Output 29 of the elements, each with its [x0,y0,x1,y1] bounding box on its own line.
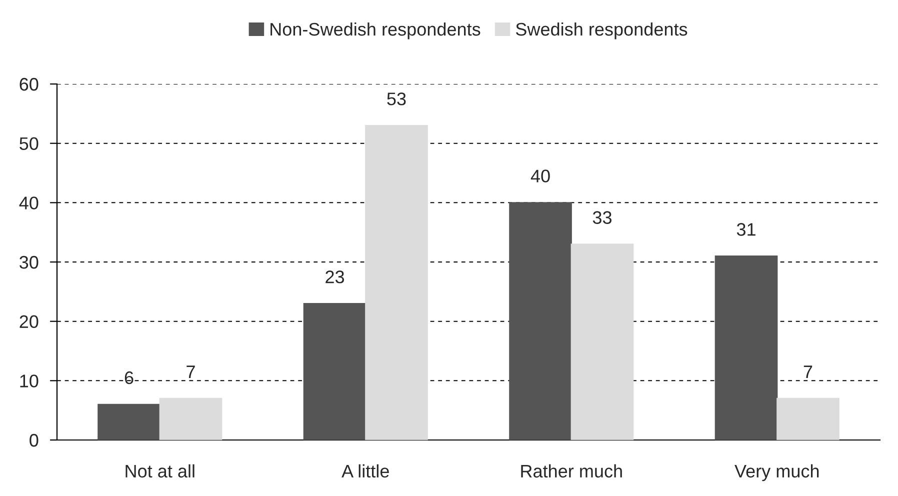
data-label: 23 [326,270,344,284]
y-tick-label: 40 [19,196,38,210]
x-tick-label: Rather much [521,464,622,478]
y-tick-label: 10 [20,374,38,388]
bar [303,302,366,440]
y-tick-label: 30 [20,256,38,269]
data-label: 7 [804,366,812,378]
data-label: 31 [736,223,756,236]
bar [159,398,222,440]
data-label: 53 [387,92,406,106]
bar [714,256,778,440]
bar [98,404,160,440]
legend-label: Non-Swedish respondents [270,22,480,40]
bar [776,398,840,440]
x-tick-label: Very much [734,464,819,482]
y-tick-label: 60 [20,78,38,91]
y-tick-label: 20 [20,315,38,328]
data-label: 33 [592,211,612,224]
bar [509,202,572,440]
x-tick-label: A little [342,464,389,478]
data-label: 40 [530,170,550,182]
legend-label: Swedish respondents [516,22,688,40]
y-tick-label: 0 [30,434,38,447]
bar [570,244,634,440]
bar [365,124,428,440]
x-tick-label: Not at all [126,464,194,478]
data-label: 6 [124,371,134,384]
data-label: 7 [186,366,195,378]
y-tick-label: 50 [20,137,38,150]
